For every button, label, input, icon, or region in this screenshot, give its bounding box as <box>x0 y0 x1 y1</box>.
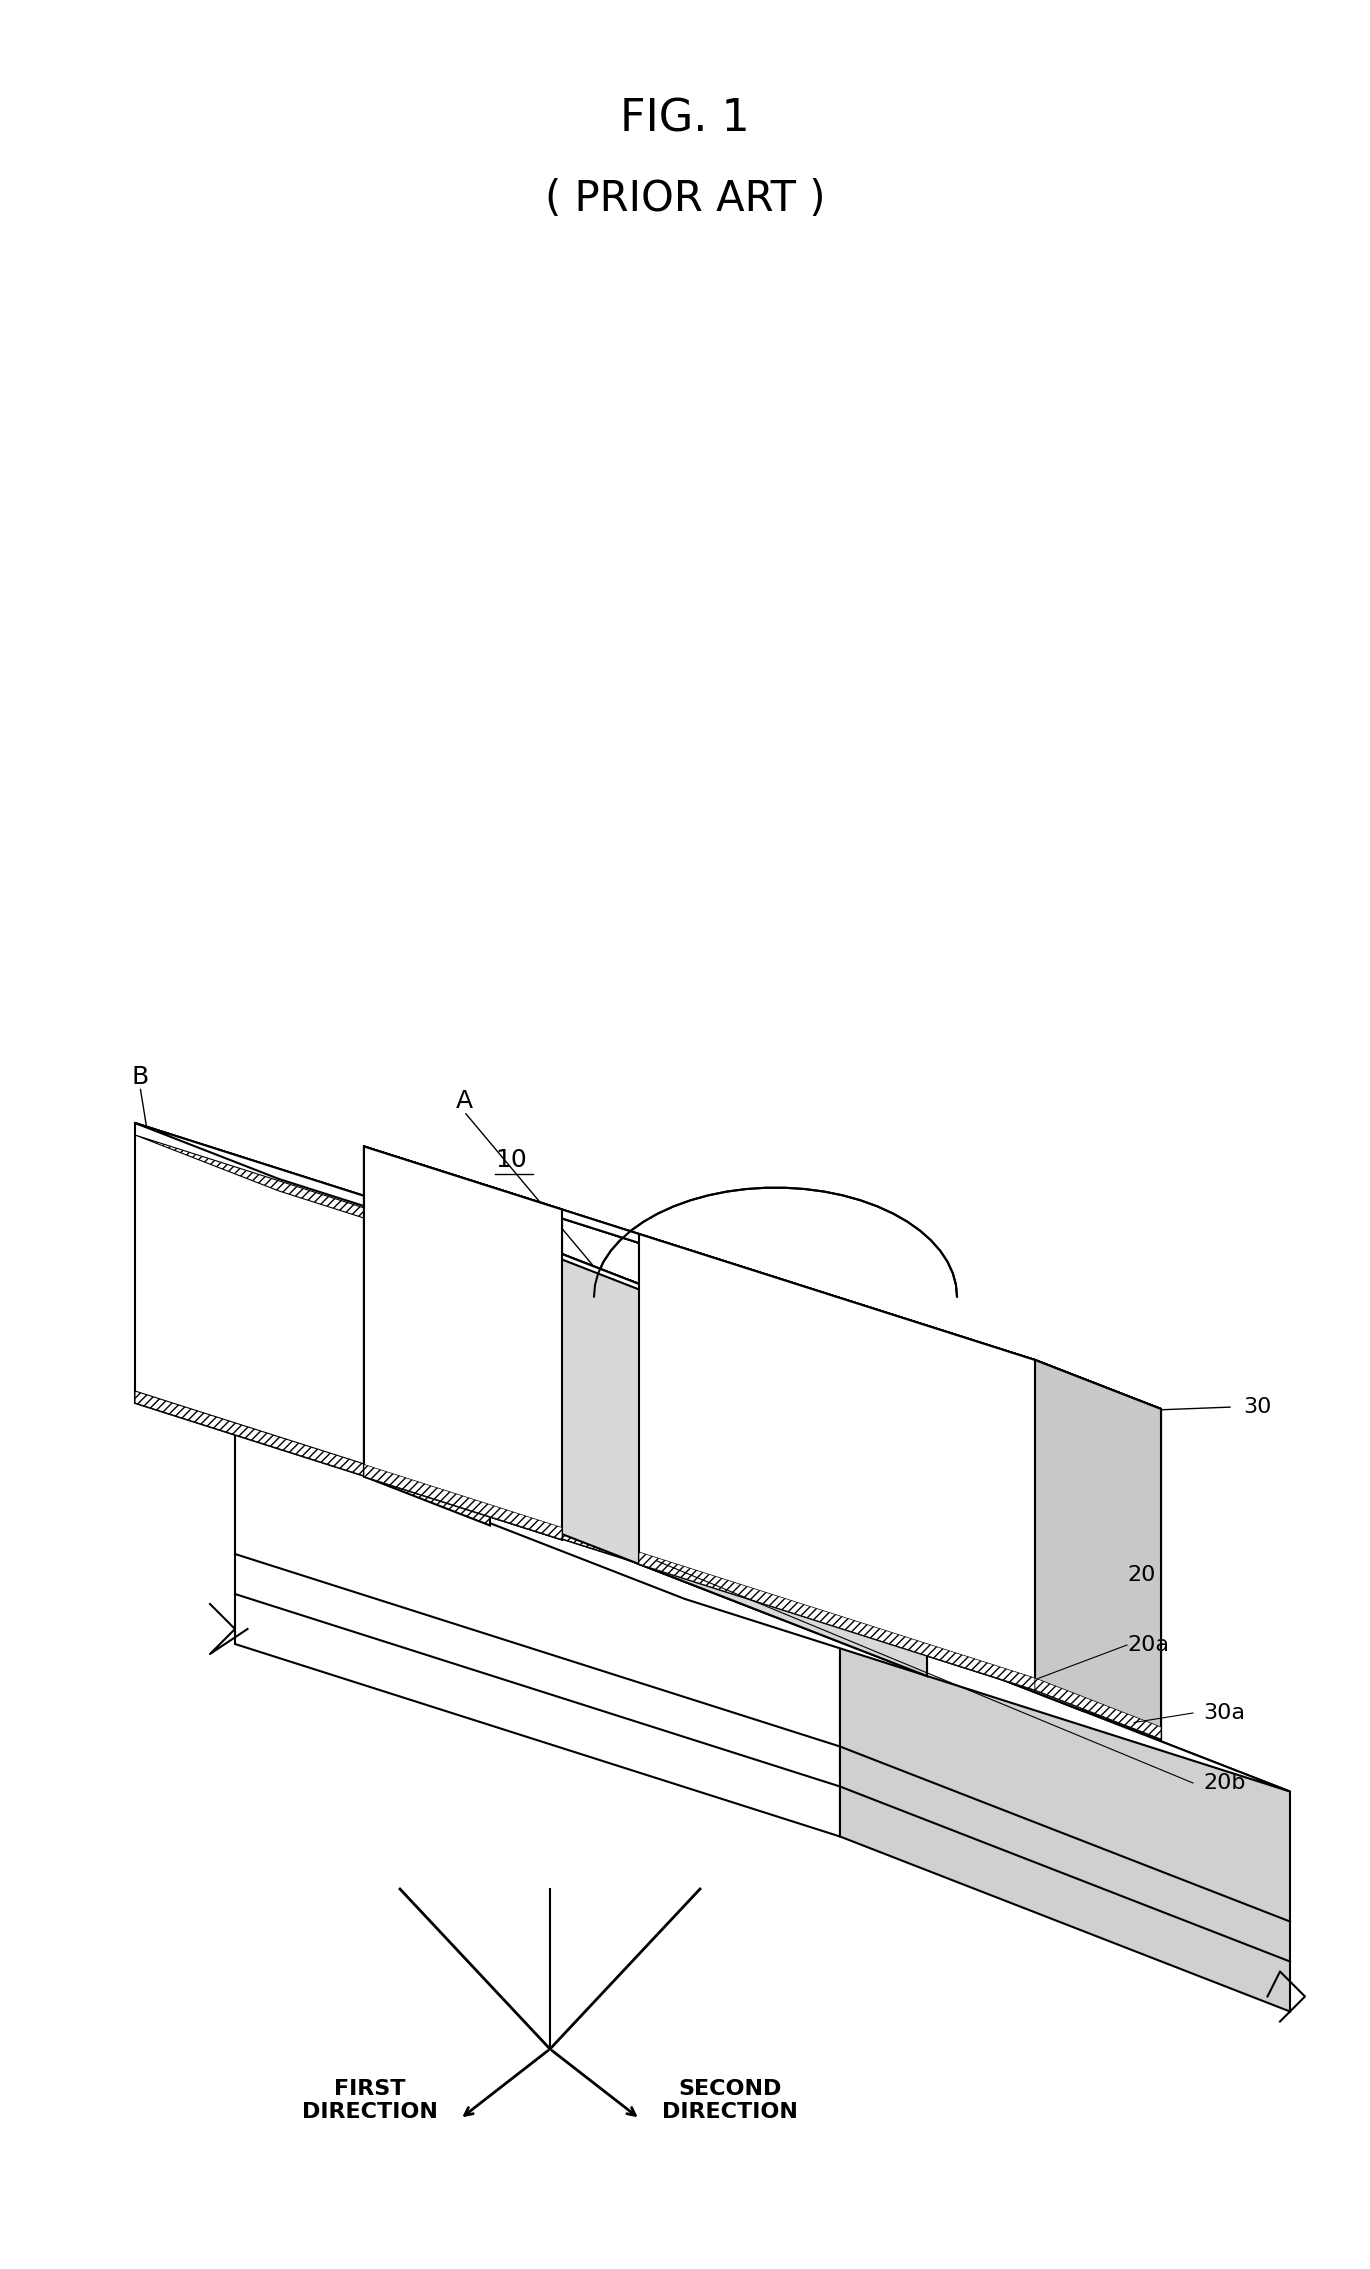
Polygon shape <box>136 1123 774 1336</box>
Polygon shape <box>136 1134 774 1348</box>
Polygon shape <box>364 1146 1160 1409</box>
Polygon shape <box>477 1221 927 1677</box>
Text: 20a: 20a <box>1128 1636 1169 1654</box>
Text: 20b: 20b <box>1203 1772 1245 1793</box>
Text: 10: 10 <box>495 1148 526 1171</box>
Text: 30: 30 <box>1243 1398 1271 1418</box>
Polygon shape <box>400 1196 927 1395</box>
Polygon shape <box>136 1123 630 1561</box>
Polygon shape <box>958 1411 1084 1711</box>
Polygon shape <box>364 1146 490 1525</box>
Polygon shape <box>630 1280 774 1616</box>
Text: A: A <box>455 1089 473 1114</box>
Polygon shape <box>364 1146 1160 1409</box>
Polygon shape <box>1034 1359 1160 1738</box>
Text: 30a: 30a <box>1203 1704 1245 1722</box>
Text: FIG. 1: FIG. 1 <box>621 98 749 141</box>
Polygon shape <box>595 1296 1084 1461</box>
Polygon shape <box>477 1221 927 1677</box>
Polygon shape <box>840 1616 1291 2013</box>
Polygon shape <box>136 1123 774 1336</box>
Polygon shape <box>1034 1359 1160 1738</box>
Polygon shape <box>364 1464 562 1538</box>
Polygon shape <box>1034 1359 1160 1738</box>
Text: FIRST
DIRECTION: FIRST DIRECTION <box>301 2078 438 2122</box>
Polygon shape <box>595 1296 958 1661</box>
Polygon shape <box>400 1196 477 1502</box>
Polygon shape <box>638 1234 1034 1690</box>
Polygon shape <box>400 1196 927 1395</box>
Polygon shape <box>364 1146 562 1538</box>
Polygon shape <box>364 1146 1160 1409</box>
Text: B: B <box>132 1064 148 1089</box>
Polygon shape <box>236 1425 840 1836</box>
Polygon shape <box>1034 1679 1160 1738</box>
Text: 20: 20 <box>1128 1566 1155 1586</box>
Polygon shape <box>136 1391 630 1561</box>
Text: SECOND
DIRECTION: SECOND DIRECTION <box>662 2078 797 2122</box>
Polygon shape <box>638 1234 1034 1690</box>
Polygon shape <box>364 1146 562 1538</box>
Polygon shape <box>236 1425 1291 1793</box>
Text: ( PRIOR ART ): ( PRIOR ART ) <box>545 177 825 220</box>
Polygon shape <box>638 1552 1034 1690</box>
Polygon shape <box>364 1146 562 1538</box>
